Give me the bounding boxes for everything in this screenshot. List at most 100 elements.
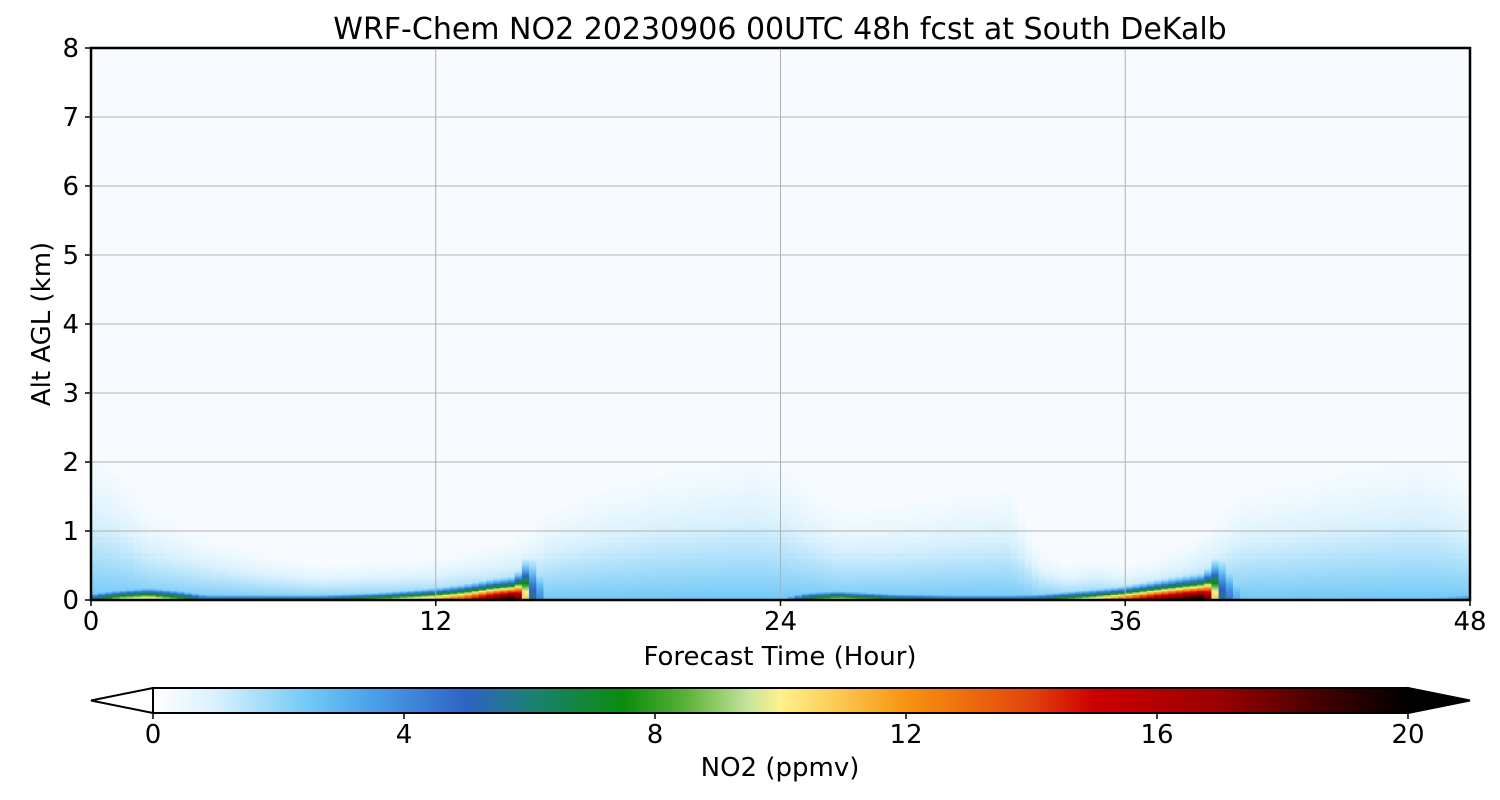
- no2-cell: [723, 561, 731, 564]
- no2-cell: [579, 569, 588, 572]
- no2-cell: [572, 564, 580, 567]
- no2-cell: [938, 577, 947, 580]
- no2-cell: [751, 582, 760, 585]
- no2-cell: [557, 595, 566, 598]
- no2-cell: [306, 587, 315, 590]
- no2-cell: [658, 564, 667, 567]
- no2-cell: [1017, 587, 1026, 590]
- no2-cell: [679, 579, 688, 582]
- no2-cell: [837, 577, 846, 580]
- no2-cell: [859, 583, 868, 586]
- no2-cell: [608, 584, 616, 587]
- no2-cell: [105, 587, 114, 590]
- no2-cell: [349, 584, 358, 587]
- no2-cell: [356, 566, 365, 569]
- no2-cell: [708, 588, 717, 591]
- no2-cell: [593, 536, 602, 543]
- no2-cell: [622, 525, 631, 532]
- no2-cell: [737, 584, 746, 587]
- no2-cell: [687, 586, 695, 589]
- no2-cell: [328, 571, 336, 573]
- no2-cell: [514, 565, 523, 568]
- no2-cell: [931, 580, 940, 583]
- no2-cell: [249, 582, 257, 585]
- no2-cell: [493, 594, 501, 597]
- no2-cell: [270, 595, 279, 598]
- no2-cell: [881, 575, 889, 578]
- no2-cell: [313, 573, 322, 576]
- no2-cell: [414, 571, 422, 573]
- no2-cell: [464, 580, 473, 583]
- no2-cell: [881, 542, 889, 549]
- no2-cell: [579, 572, 588, 575]
- no2-cell: [723, 542, 731, 549]
- no2-cell: [112, 503, 121, 510]
- no2-cell: [981, 576, 990, 579]
- no2-cell: [457, 575, 466, 578]
- no2-cell: [945, 558, 954, 561]
- no2-cell: [723, 577, 731, 580]
- no2-cell: [1031, 559, 1040, 562]
- no2-cell: [1031, 586, 1040, 589]
- no2-cell: [974, 588, 983, 591]
- no2-cell: [313, 568, 322, 571]
- no2-cell: [284, 583, 293, 586]
- no2-cell: [629, 595, 638, 598]
- no2-cell: [723, 576, 731, 579]
- no2-cell: [751, 594, 760, 597]
- no2-cell: [399, 576, 408, 579]
- no2-cell: [1003, 562, 1011, 565]
- no2-cell: [744, 572, 753, 575]
- no2-cell: [751, 559, 760, 562]
- no2-cell: [198, 565, 207, 568]
- no2-cell: [119, 586, 128, 589]
- no2-cell: [371, 569, 379, 572]
- no2-cell: [845, 508, 853, 516]
- no2-cell: [845, 591, 853, 594]
- no2-cell: [708, 562, 717, 565]
- no2-cell: [500, 579, 509, 582]
- no2-cell: [837, 587, 846, 590]
- no2-cell: [809, 525, 818, 532]
- no2-cell: [119, 591, 128, 594]
- no2-cell: [349, 583, 358, 586]
- no2-cell: [636, 579, 645, 582]
- no2-cell: [385, 584, 394, 587]
- no2-cell: [708, 475, 717, 482]
- no2-cell: [823, 597, 832, 600]
- no2-cell: [565, 542, 573, 549]
- no2-cell: [715, 586, 724, 589]
- no2-cell: [177, 586, 185, 589]
- no2-cell: [320, 591, 329, 594]
- no2-cell: [809, 519, 818, 527]
- no2-cell: [615, 508, 624, 516]
- no2-cell: [529, 564, 537, 567]
- no2-cell: [629, 565, 638, 568]
- no2-cell: [967, 547, 976, 554]
- no2-cell: [385, 579, 394, 582]
- no2-cell: [809, 492, 818, 499]
- no2-cell: [134, 536, 142, 543]
- no2-cell: [536, 568, 545, 571]
- no2-cell: [234, 559, 243, 562]
- no2-cell: [766, 576, 774, 579]
- no2-cell: [960, 566, 968, 569]
- no2-cell: [859, 590, 868, 593]
- no2-cell: [701, 497, 710, 504]
- no2-cell: [579, 584, 588, 587]
- no2-cell: [170, 593, 178, 596]
- no2-cell: [694, 531, 703, 538]
- no2-cell: [694, 492, 703, 499]
- no2-cell: [263, 588, 272, 591]
- no2-cell: [191, 572, 200, 575]
- no2-cell: [1017, 583, 1026, 586]
- no2-cell: [672, 514, 681, 521]
- no2-cell: [751, 587, 760, 590]
- no2-cell: [299, 579, 308, 582]
- no2-cell: [141, 564, 150, 567]
- no2-cell: [701, 481, 710, 488]
- no2-cell: [816, 497, 825, 504]
- no2-cell: [852, 588, 861, 591]
- no2-cell: [579, 497, 588, 504]
- no2-cell: [981, 561, 990, 564]
